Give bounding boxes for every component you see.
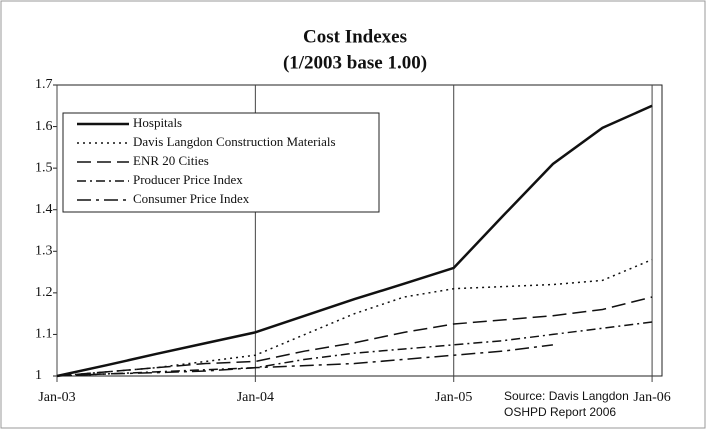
y-tick-label: 1.3 bbox=[35, 244, 53, 259]
source-note: OSHPD Report 2006 bbox=[504, 405, 616, 419]
series-line bbox=[56, 258, 653, 377]
chart-subtitle: (1/2003 base 1.00) bbox=[283, 52, 427, 73]
y-tick-label: 1.2 bbox=[35, 285, 53, 300]
source-note: Source: Davis Langdon bbox=[504, 389, 629, 403]
y-tick-label: 1.1 bbox=[35, 327, 53, 342]
x-tick-label: Jan-04 bbox=[237, 390, 274, 405]
legend-label: Davis Langdon Construction Materials bbox=[133, 134, 336, 149]
legend-label: ENR 20 Cities bbox=[133, 153, 209, 168]
y-tick-label: 1.6 bbox=[35, 119, 53, 134]
y-tick-label: 1.4 bbox=[35, 202, 53, 217]
series-line bbox=[56, 344, 553, 377]
y-tick-label: 1.5 bbox=[35, 160, 53, 175]
series-line bbox=[56, 296, 653, 377]
y-tick-label: 1.7 bbox=[35, 77, 53, 92]
legend-label: Hospitals bbox=[133, 115, 182, 130]
chart-title: Cost Indexes bbox=[303, 26, 407, 47]
x-tick-label: Jan-06 bbox=[633, 390, 670, 405]
x-tick-label: Jan-05 bbox=[435, 390, 472, 405]
series-line bbox=[56, 104, 653, 378]
y-tick-label: 1 bbox=[35, 368, 42, 383]
legend-label: Consumer Price Index bbox=[133, 191, 250, 206]
legend-box bbox=[62, 112, 380, 213]
legend-label: Producer Price Index bbox=[133, 172, 243, 187]
x-tick-label: Jan-03 bbox=[38, 390, 75, 405]
series-line bbox=[56, 321, 653, 377]
